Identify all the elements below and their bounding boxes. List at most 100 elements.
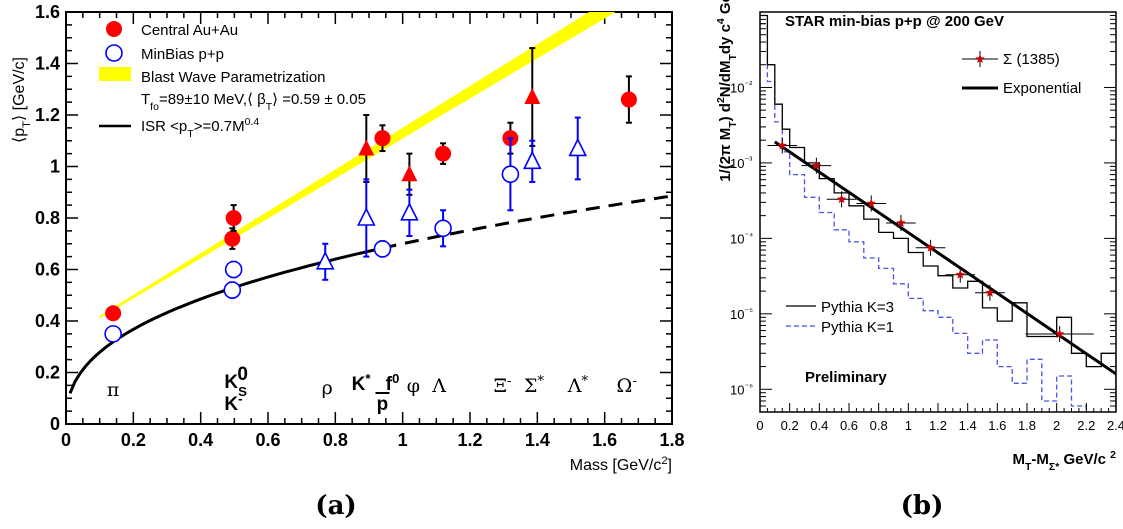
legend-label-isr: ISR <pT>=0.7M0.4 — [141, 116, 259, 140]
x-tick-label-b: 2 — [1053, 418, 1060, 433]
particle-label-pbar: p — [377, 394, 389, 415]
sigma-data-point — [1054, 329, 1065, 339]
exponential-fit-line — [773, 140, 1116, 376]
y-tick-label: 1.2 — [35, 105, 60, 125]
x-tick-label-b: 0.4 — [810, 418, 828, 433]
data-point-central-triangle — [524, 87, 541, 104]
legend-marker-central — [106, 21, 122, 37]
x-axis-title: Mass [GeV/c2] — [570, 455, 672, 474]
data-point-minbias-triangle — [400, 202, 419, 221]
x-tick-label: 0.8 — [323, 430, 348, 450]
y-tick-label: 1.6 — [35, 2, 60, 22]
legend-label-central: Central Au+Au — [141, 22, 238, 39]
chart-title-b: STAR min-bias p+p @ 200 GeV — [785, 13, 1004, 30]
pythia-k3-histogram — [760, 14, 1116, 412]
particle-label-kstar: K* — [352, 371, 372, 396]
legend-label-sigma: Σ (1385) — [1003, 51, 1060, 68]
x-tick-label: 1.2 — [457, 430, 482, 450]
legend-label-exponential: Exponential — [1003, 80, 1081, 97]
data-point-minbias-triangle — [522, 150, 542, 170]
x-tick-label-b: 1.8 — [1018, 418, 1036, 433]
x-tick-label-b: 2.4 — [1107, 418, 1123, 433]
y-tick-label: 1.4 — [35, 54, 60, 74]
data-point-central-circle — [435, 145, 452, 162]
data-point-central-circle — [620, 91, 637, 108]
sigma-data-point — [866, 198, 876, 208]
x-tick-label: 1 — [398, 430, 408, 450]
x-tick-label: 1.6 — [592, 430, 617, 450]
x-tick-label-b: 0 — [756, 418, 763, 433]
particle-label-omega: Ω- — [617, 374, 637, 398]
data-point-central-circle — [224, 230, 241, 247]
x-tick-label: 0.6 — [255, 430, 280, 450]
particle-label-lambdastar: Λ* — [567, 374, 589, 398]
panel-b: 0 0.2 0.4 0.6 0.8 1 1.2 1.4 1.6 1.8 2 2.2 2.4 10⁻⁶ 10⁻… — [715, 0, 1123, 521]
particle-label-k0s: KS — [224, 372, 247, 399]
plot-frame-b — [759, 11, 1117, 413]
particle-label-kminus: K- — [224, 391, 242, 416]
particle-label-phi: φ — [407, 375, 420, 397]
x-tick-label-b: 1 — [905, 418, 912, 433]
data-point-central-circle — [374, 130, 391, 147]
particle-label-f0: f0 — [386, 371, 400, 396]
legend-label-blast: Blast Wave Parametrization — [141, 69, 326, 86]
legend-label-k3: Pythia K=3 — [821, 299, 894, 316]
legend-marker-blast — [99, 67, 131, 81]
particle-label-rho: ρ — [322, 377, 333, 399]
y-axis-title-b: 1/(2π MT) d2N/dMTdy c4 GeV2 — [715, 0, 739, 182]
particle-label-xi: Ξ- — [494, 374, 512, 398]
data-point-minbias-circle — [373, 240, 392, 258]
data-point-minbias-triangle — [315, 250, 335, 270]
legend-marker-minbias — [105, 44, 123, 62]
sigma-data-point — [896, 218, 906, 227]
sigma-data-point — [955, 269, 965, 279]
particle-label-lambda: Λ — [431, 375, 446, 397]
sigma-data-point — [811, 160, 822, 170]
x-tick-label-b: 2.2 — [1077, 418, 1095, 433]
data-point-central-triangle — [358, 139, 375, 156]
data-point-central-triangle — [401, 165, 418, 182]
x-tick-label-b: 1.2 — [929, 418, 947, 433]
y-tick-label-b: 10⁻² — [730, 79, 752, 95]
x-tick-label-b: 1.6 — [988, 418, 1006, 433]
panel-label-b: (b) — [901, 491, 944, 521]
sigma-data-point — [925, 242, 936, 252]
data-point-minbias-circle — [104, 325, 122, 343]
legend-label-k1: Pythia K=1 — [821, 319, 894, 336]
panel-a: 0 0.2 0.4 0.6 0.8 1 1.2 1.4 1.6 1.8 0 0.2 0.4 0.6 0.8 1… — [11, 2, 685, 521]
legend-label-minbias: MinBias p+p — [141, 46, 224, 63]
y-tick-label: 0 — [50, 414, 60, 434]
panel-label-a: (a) — [315, 491, 356, 521]
particle-label-pion: π — [107, 379, 120, 401]
isr-curve-dashed — [382, 194, 672, 250]
x-tick-label: 0.2 — [121, 430, 146, 450]
plot-area-b — [760, 14, 1116, 412]
x-tick-label-b: 0.2 — [781, 418, 799, 433]
x-tick-label: 0.4 — [188, 430, 213, 450]
x-tick-label-b: 0.6 — [840, 418, 858, 433]
y-tick-label: 0.4 — [35, 311, 60, 331]
pythia-k1-histogram — [760, 23, 1094, 412]
x-tick-label-b: 1.4 — [959, 418, 977, 433]
x-tick-label-b: 0.8 — [870, 418, 888, 433]
data-point-minbias-circle — [501, 165, 520, 184]
x-tick-label: 1.8 — [659, 430, 684, 450]
y-axis-title: ⟨pT⟩ [GeV/c] — [11, 57, 33, 143]
x-axis-title-b: MT-MΣ* GeV/c 2 — [1012, 449, 1116, 473]
data-point-central-circle — [225, 210, 242, 226]
data-point-minbias-triangle — [357, 207, 376, 226]
data-point-minbias-circle — [223, 281, 242, 299]
y-tick-label-b: 10⁻⁶ — [730, 381, 753, 397]
plot-area-a — [68, 12, 672, 394]
sigma-data-point — [836, 194, 847, 204]
data-point-minbias-circle — [434, 219, 452, 238]
y-tick-label: 0.8 — [35, 208, 60, 228]
data-point-central-circle — [105, 305, 122, 322]
y-tick-label-b: 10⁻⁵ — [730, 306, 753, 322]
y-tick-label: 1 — [50, 157, 60, 177]
watermark-preliminary: Preliminary — [805, 369, 887, 386]
particle-label-sigmastar: Σ* — [524, 374, 544, 398]
particle-label-k0s-sup: 0 — [237, 364, 248, 385]
y-tick-label-b: 10⁻³ — [730, 155, 752, 171]
